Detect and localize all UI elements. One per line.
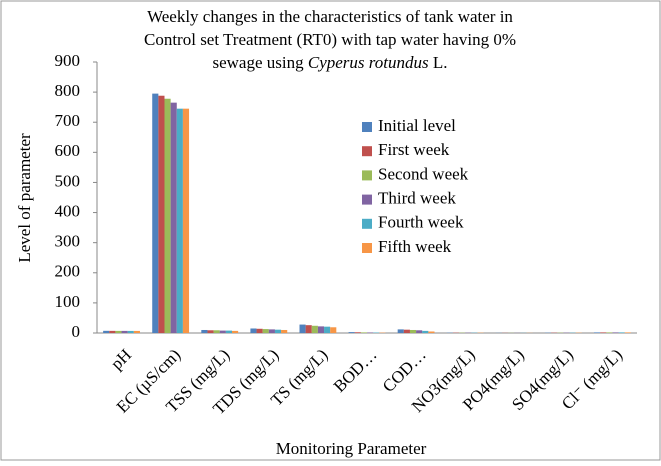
bar: [165, 99, 171, 333]
bar: [122, 331, 128, 333]
y-tick-label: 600: [55, 141, 81, 160]
bar: [115, 331, 121, 333]
bar: [410, 330, 416, 333]
bar: [152, 94, 158, 333]
bar: [158, 96, 164, 333]
legend-swatch: [362, 219, 372, 229]
y-tick-label: 700: [55, 111, 81, 130]
title-part: Weekly changes in the characteristics of…: [147, 7, 513, 26]
bar: [330, 327, 336, 333]
y-tick-label: 900: [55, 51, 81, 70]
legend-label: Third week: [378, 189, 456, 208]
bar: [232, 331, 238, 333]
legend-swatch: [362, 243, 372, 253]
bar: [361, 332, 367, 333]
bar: [269, 329, 275, 333]
bar: [428, 331, 434, 333]
y-tick-label: 100: [55, 292, 81, 311]
bar: [416, 330, 422, 333]
y-tick-label: 0: [72, 322, 81, 341]
bar: [324, 327, 330, 333]
bar: [619, 332, 625, 333]
chart-title: Weekly changes in the characteristics of…: [147, 7, 513, 26]
y-tick-label: 300: [55, 232, 81, 251]
title-part: Cyperus rotundus: [308, 53, 429, 72]
legend-swatch: [362, 146, 372, 156]
y-tick-label: 400: [55, 201, 81, 220]
bar: [134, 331, 140, 333]
legend-swatch: [362, 170, 372, 180]
bar: [183, 109, 189, 333]
bar: [214, 330, 220, 333]
y-axis-label: Level of parameter: [15, 133, 34, 263]
y-tick-label: 800: [55, 81, 81, 100]
chart-title: Control set Treatment (RT0) with tap wat…: [144, 30, 516, 49]
bar: [109, 331, 115, 333]
bar: [263, 329, 269, 333]
bar: [612, 332, 618, 333]
bar: [275, 330, 281, 333]
bar: [594, 332, 600, 333]
bar: [103, 331, 109, 333]
bar: [349, 332, 355, 333]
bar: [318, 326, 324, 333]
chart-title: sewage using Cyperus rotundus L.: [212, 53, 447, 72]
bar: [128, 331, 134, 333]
legend-swatch: [362, 195, 372, 205]
bar: [220, 331, 226, 333]
legend-label: Fifth week: [378, 237, 452, 256]
bar: [422, 331, 428, 333]
bar: [355, 332, 361, 333]
y-tick-label: 500: [55, 171, 81, 190]
bar: [207, 330, 213, 333]
bar: [171, 103, 177, 333]
title-part: sewage using: [212, 53, 307, 72]
bar: [606, 332, 612, 333]
bar: [250, 328, 256, 333]
bar: [257, 329, 263, 333]
legend-label: First week: [378, 140, 450, 159]
bar: [367, 332, 373, 333]
bar: [201, 330, 207, 333]
bar: [226, 331, 232, 333]
x-axis-label: Monitoring Parameter: [276, 439, 427, 458]
bar: [306, 325, 312, 333]
bar: [404, 330, 410, 333]
bar: [600, 332, 606, 333]
legend-label: Initial level: [378, 116, 456, 135]
bar: [312, 326, 318, 333]
y-tick-label: 200: [55, 262, 81, 281]
title-part: L.: [429, 53, 448, 72]
legend-swatch: [362, 122, 372, 132]
bar: [398, 329, 404, 333]
legend-label: Fourth week: [378, 213, 464, 232]
bar: [177, 109, 183, 333]
bar: [300, 325, 306, 333]
title-part: Control set Treatment (RT0) with tap wat…: [144, 30, 516, 49]
bar: [281, 330, 287, 333]
bar: [625, 332, 631, 333]
legend-label: Second week: [378, 164, 469, 183]
